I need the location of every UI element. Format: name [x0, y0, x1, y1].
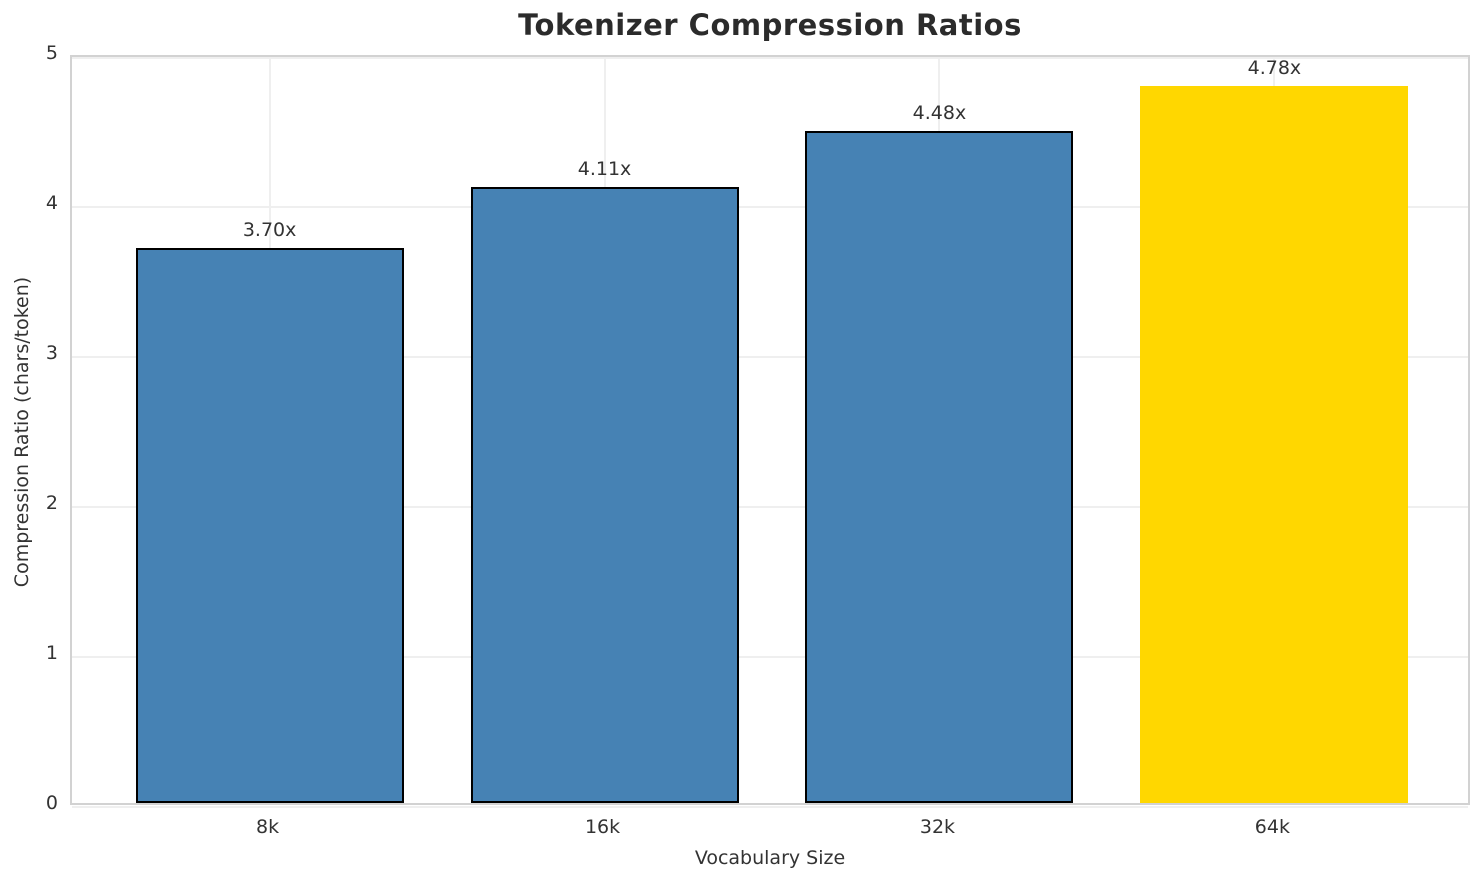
x-tick-label: 64k: [1254, 816, 1290, 838]
x-tick-label: 32k: [919, 816, 956, 838]
bar-16k: [470, 186, 739, 803]
y-gridline: [72, 356, 1468, 358]
y-tick-label: 1: [45, 642, 58, 664]
bar-value-label: 4.78x: [1247, 57, 1302, 79]
y-gridline: [72, 206, 1468, 208]
y-gridline: [72, 57, 1468, 59]
bar-value-label: 4.48x: [912, 102, 967, 124]
y-gridline: [72, 506, 1468, 508]
x-tick-label: 16k: [584, 816, 621, 838]
chart-title: Tokenizer Compression Ratios: [518, 8, 1022, 42]
bar-value-label: 4.11x: [577, 157, 632, 180]
y-axis-label: Compression Ratio (chars/token): [11, 276, 33, 588]
y-tick-label: 5: [45, 42, 58, 64]
bar-8k: [135, 248, 404, 803]
bar-32k: [805, 131, 1074, 803]
y-gridline: [72, 656, 1468, 658]
plot-area: 3.70x 4.11x 4.48x 4.78x: [70, 55, 1470, 808]
y-tick-label: 0: [45, 792, 58, 814]
bar-64k: [1140, 86, 1409, 803]
y-tick-label: 2: [45, 492, 58, 514]
bar-value-label: 3.70x: [242, 219, 297, 241]
x-axis-label: Vocabulary Size: [694, 847, 846, 869]
y-gridline: [72, 806, 1468, 808]
y-tick-label: 4: [45, 192, 58, 214]
x-tick-label: 8k: [256, 816, 280, 838]
y-tick-label: 3: [45, 342, 58, 364]
